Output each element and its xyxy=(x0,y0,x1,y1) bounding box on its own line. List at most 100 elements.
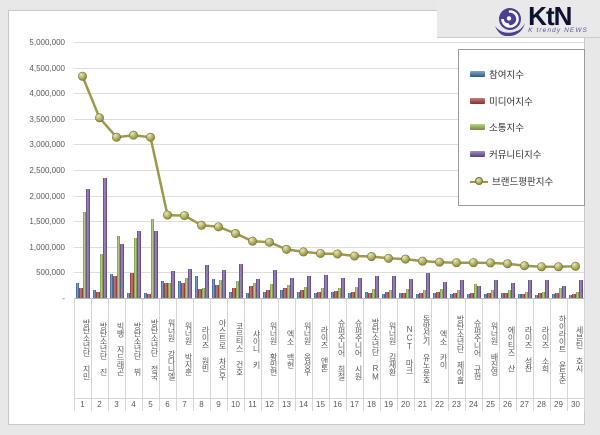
legend: 참여지수 미디어지수 소통지수 커뮤니티지수 브랜드평판지수 xyxy=(458,49,585,206)
participation-bar xyxy=(398,292,402,298)
category-number: 30 xyxy=(571,400,580,409)
category-number: 1 xyxy=(80,400,85,409)
category-separator xyxy=(329,298,330,411)
communication-bar xyxy=(405,288,409,298)
category-number: 13 xyxy=(282,400,291,409)
community-bar xyxy=(154,230,158,298)
media-bar xyxy=(266,289,270,298)
communication-bar xyxy=(116,235,120,298)
communication-bar xyxy=(354,286,358,298)
media-bar xyxy=(96,291,100,298)
legend-label: 소통지수 xyxy=(489,123,524,135)
category-number: 7 xyxy=(182,400,187,409)
participation-bar xyxy=(568,294,572,298)
category-label: 샤이니 키 xyxy=(252,329,261,369)
participation-bar xyxy=(466,293,470,298)
category-number: 14 xyxy=(299,400,308,409)
media-bar xyxy=(147,293,151,298)
category-label: 워너원 황민현 xyxy=(269,322,278,376)
communication-bar xyxy=(150,218,154,298)
category-label: 워너원 박지훈 xyxy=(184,322,193,376)
category-label: 방탄소년단 진 xyxy=(99,322,108,376)
category-label: 라이즈 원빈 xyxy=(201,326,210,372)
category-number: 18 xyxy=(367,400,376,409)
community-bar xyxy=(477,286,481,298)
brand-line-swatch-icon xyxy=(470,177,488,186)
community-bar xyxy=(375,276,379,298)
gridline xyxy=(74,144,584,146)
brand-index-marker xyxy=(553,262,563,272)
community-bar xyxy=(511,282,515,298)
brand-index-marker xyxy=(468,258,478,268)
legend-label: 미디어지수 xyxy=(489,96,533,108)
brand-index-marker xyxy=(332,249,342,259)
category-number: 4 xyxy=(131,400,136,409)
y-axis-tick-label: 2,000,000 xyxy=(29,191,65,201)
community-bar xyxy=(137,231,141,298)
gridline xyxy=(74,246,584,248)
category-separator xyxy=(448,298,449,411)
category-separator xyxy=(380,298,381,411)
legend-label: 브랜드평판지수 xyxy=(492,177,554,189)
category-label: 라이즈 앤톤 xyxy=(320,326,329,372)
media-bar xyxy=(300,290,304,298)
category-separator xyxy=(142,298,143,411)
communication-bar xyxy=(507,290,511,298)
gridline xyxy=(74,42,584,43)
participation-bar xyxy=(262,292,266,298)
media-bar xyxy=(283,287,287,298)
communication-bar xyxy=(99,254,103,298)
brand-index-marker xyxy=(485,258,495,268)
participation-bar xyxy=(211,278,215,298)
y-axis-tick-label: 2,500,000 xyxy=(29,166,65,175)
category-number: 12 xyxy=(265,400,274,409)
participation-bar xyxy=(245,292,249,298)
media-bar xyxy=(436,291,440,298)
legend-item-brand: 브랜드평판지수 xyxy=(470,174,584,188)
community-bar xyxy=(273,269,277,298)
category-number: 23 xyxy=(452,400,461,409)
gridline xyxy=(74,272,584,274)
communication-bar xyxy=(337,287,341,298)
media-bar xyxy=(317,291,321,298)
category-label: 방탄소년단 뷔 xyxy=(133,322,142,376)
category-label: 아스트로 차은우 xyxy=(218,318,227,380)
participation-bar xyxy=(177,280,181,298)
media-bar xyxy=(334,290,338,298)
communication-bar xyxy=(184,277,188,298)
category-label: 동방신기 유노윤호 xyxy=(422,314,431,384)
community-bar xyxy=(392,275,396,298)
category-separator xyxy=(533,298,534,411)
category-number: 26 xyxy=(503,400,512,409)
chart-panel: 5,000,000 4,500,000 4,000,000 3,500,000 3,00… xyxy=(8,10,585,425)
category-label: 코르티스 건호 xyxy=(235,322,244,376)
brand-index-marker xyxy=(214,222,224,232)
category-separator xyxy=(278,298,279,411)
brand-index-marker xyxy=(180,211,190,221)
category-label: 슈퍼주니어 규현 xyxy=(473,318,482,380)
category-separator xyxy=(312,298,313,411)
brand-index-marker xyxy=(231,228,241,238)
y-axis-tick-label: 4,500,000 xyxy=(29,63,65,73)
logo: KtN K trendy NEWS xyxy=(437,0,600,38)
category-separator xyxy=(210,298,211,411)
category-label: 엑소 카이 xyxy=(439,329,448,369)
participation-bar xyxy=(109,273,113,298)
community-bar xyxy=(409,278,413,298)
brand-index-marker xyxy=(434,257,444,267)
category-number: 6 xyxy=(165,400,170,409)
category-separator xyxy=(414,298,415,411)
gridline xyxy=(74,195,584,197)
category-label: 에이티즈 산 xyxy=(507,326,516,372)
community-bar xyxy=(222,270,226,298)
category-separator xyxy=(465,298,466,411)
communication-bar xyxy=(218,280,222,298)
logo-text-group: KtN K trendy NEWS xyxy=(528,3,588,34)
community-bar xyxy=(562,286,566,298)
community-bar xyxy=(239,263,243,298)
brand-index-marker xyxy=(146,132,156,142)
category-separator xyxy=(159,298,160,411)
communication-bar xyxy=(575,291,579,298)
brand-index-marker xyxy=(417,256,427,266)
y-axis-tick-label: 3,000,000 xyxy=(29,140,65,150)
